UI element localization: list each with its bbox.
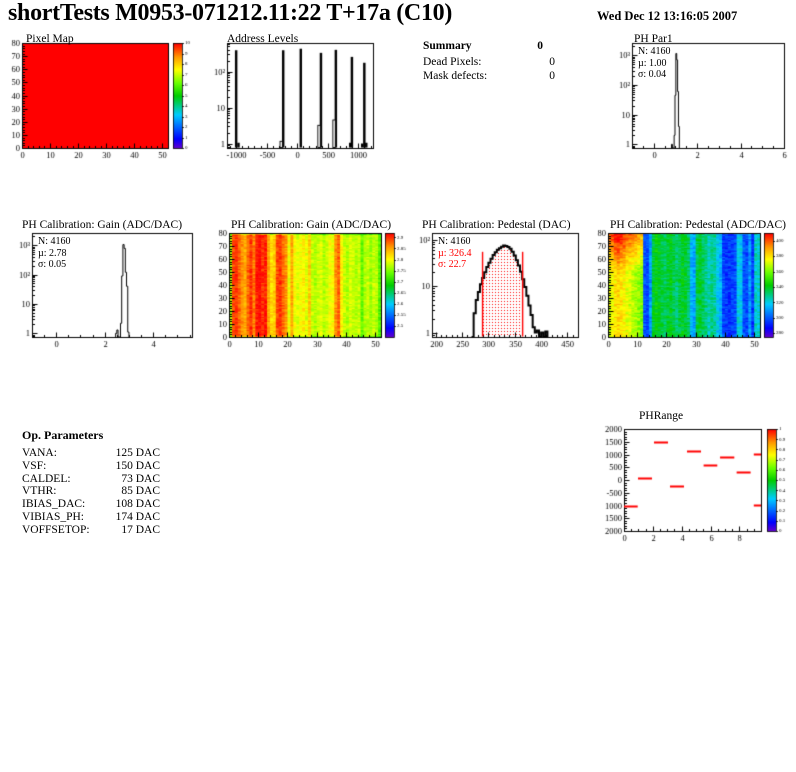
stat-mean: µ: 326.4 (438, 247, 472, 259)
pedestal-map-title: PH Calibration: Pedestal (ADC/DAC) (610, 219, 786, 231)
op-param-row-ibias-dac: IBIAS_DAC: 108 DAC (22, 498, 160, 511)
op-param-row-vsf: VSF: 150 DAC (22, 460, 160, 473)
pedestal-map-canvas (590, 219, 796, 359)
stat-entries: N: 4160 (438, 236, 471, 247)
op-parameters-title: Op. Parameters (22, 428, 104, 442)
stat-entries: N: 4160 (38, 236, 71, 247)
address-levels-title: Address Levels (227, 33, 299, 45)
pixel-map-title: Pixel Map (26, 33, 74, 45)
gain-hist-stats: N: 4160 µ: 2.78 σ: 0.05 (38, 236, 71, 271)
summary-row-value: 0 (549, 56, 555, 68)
op-param-row-vana: VANA: 125 DAC (22, 447, 160, 460)
panel-pedestal-map: PH Calibration: Pedestal (ADC/DAC) (590, 219, 796, 359)
op-param-row-vibias-ph: VIBIAS_PH: 174 DAC (22, 511, 160, 524)
panel-ph-range: PHRange (595, 407, 796, 549)
op-param-label: IBIAS_DAC: (22, 498, 86, 511)
stat-mean: µ: 1.00 (638, 57, 667, 69)
op-param-value: 85 DAC (121, 485, 160, 498)
ph-par1-stats: N: 4160 µ: 1.00 σ: 0.04 (638, 46, 671, 81)
summary-block: Summary 0 Dead Pixels: 0 Mask defects: 0 (423, 40, 563, 84)
page-title: shortTests M0953-071212.11:22 T+17a (C10… (8, 0, 453, 26)
address-levels-canvas (213, 33, 379, 163)
ph-range-title: PHRange (639, 410, 684, 422)
stat-sigma: σ: 0.04 (638, 69, 667, 80)
gain-hist-title: PH Calibration: Gain (ADC/DAC) (22, 219, 183, 231)
summary-title: Summary (423, 40, 472, 52)
stat-sigma: σ: 0.05 (38, 259, 67, 270)
op-param-label: VSF: (22, 459, 47, 472)
summary-row-label: Dead Pixels: (423, 56, 482, 68)
stat-entries: N: 4160 (638, 46, 671, 57)
panel-gain-hist: PH Calibration: Gain (ADC/DAC) N: 4160 µ… (6, 219, 206, 359)
op-param-value: 73 DAC (121, 472, 160, 485)
summary-total: 0 (537, 40, 543, 52)
op-parameters-block: Op. Parameters VANA: 125 DAC VSF: 150 DA… (22, 428, 160, 537)
pixel-map-canvas (2, 33, 198, 163)
summary-row-mask-defects: Mask defects: 0 (423, 70, 555, 82)
op-param-label: VANA: (22, 447, 57, 459)
pedestal-hist-stats: N: 4160 µ: 326.4 σ: 22.7 (438, 236, 472, 271)
summary-row-dead-pixels: Dead Pixels: 0 (423, 56, 555, 68)
stat-sigma: σ: 22.7 (438, 259, 467, 270)
summary-row-label: Mask defects: (423, 70, 488, 82)
op-param-row-caldel: CALDEL: 73 DAC (22, 473, 160, 486)
gain-map-canvas (213, 219, 415, 359)
op-param-label: VTHR: (22, 485, 57, 498)
summary-row-value: 0 (549, 70, 555, 82)
pedestal-hist-title: PH Calibration: Pedestal (DAC) (422, 219, 571, 231)
ph-par1-canvas (608, 33, 796, 163)
ph-range-canvas (595, 407, 796, 549)
op-param-row-voffsetop: VOFFSETOP: 17 DAC (22, 524, 160, 537)
op-param-label: VOFFSETOP: (22, 523, 90, 536)
panel-pedestal-hist: PH Calibration: Pedestal (DAC) N: 4160 µ… (416, 219, 588, 359)
summary-header: Summary 0 (423, 40, 543, 52)
op-param-value: 150 DAC (115, 459, 160, 472)
op-param-value: 125 DAC (115, 447, 160, 459)
ph-par1-title: PH Par1 (634, 33, 673, 45)
panel-pixel-map: Pixel Map (2, 33, 198, 163)
op-param-value: 174 DAC (115, 510, 160, 523)
op-param-value: 17 DAC (121, 523, 160, 536)
gain-hist-canvas (6, 219, 206, 359)
op-param-label: CALDEL: (22, 472, 71, 485)
pedestal-hist-canvas (416, 219, 588, 359)
op-param-row-vthr: VTHR: 85 DAC (22, 485, 160, 498)
panel-ph-par1: PH Par1 N: 4160 µ: 1.00 σ: 0.04 (608, 33, 796, 163)
op-param-value: 108 DAC (115, 498, 160, 511)
gain-map-title: PH Calibration: Gain (ADC/DAC) (231, 219, 392, 231)
panel-address-levels: Address Levels (213, 33, 379, 163)
stat-mean: µ: 2.78 (38, 247, 67, 259)
timestamp: Wed Dec 12 13:16:05 2007 (597, 9, 738, 23)
op-param-label: VIBIAS_PH: (22, 510, 84, 523)
panel-gain-map: PH Calibration: Gain (ADC/DAC) (213, 219, 415, 359)
